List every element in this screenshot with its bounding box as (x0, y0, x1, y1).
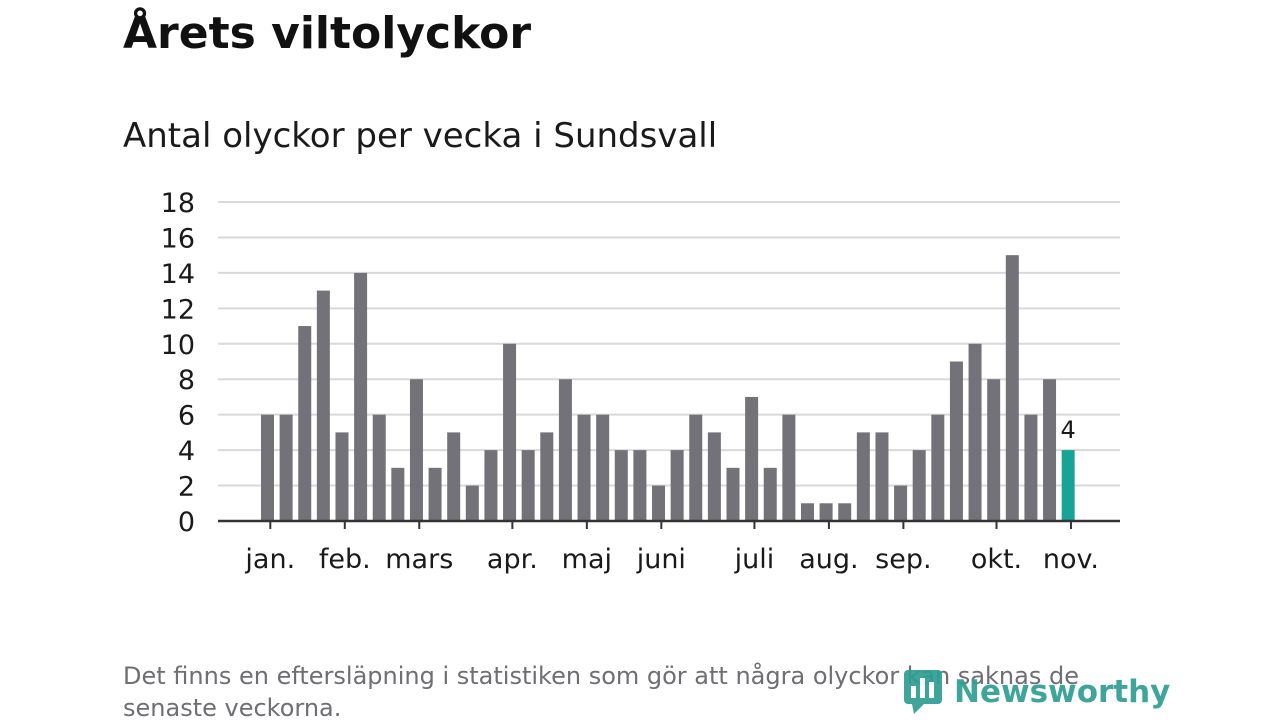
y-tick-label: 8 (178, 365, 195, 396)
bar (558, 379, 572, 521)
bar (652, 485, 666, 521)
gridlines (218, 201, 1120, 487)
chart-title: Årets viltolyckor (123, 8, 532, 59)
x-tick-label: juli (734, 544, 775, 575)
x-tick-label: maj (562, 544, 612, 575)
bar (391, 467, 405, 521)
bar (1005, 255, 1019, 521)
data-labels: 4 (1061, 416, 1076, 444)
bar (819, 503, 833, 521)
bar (503, 343, 517, 521)
chart-subtitle: Antal olyckor per vecka i Sundsvall (123, 116, 718, 156)
bar (949, 361, 963, 521)
bar (912, 450, 926, 521)
bar (521, 450, 535, 521)
bar (763, 467, 777, 521)
y-tick-label: 14 (161, 259, 195, 290)
x-tick-label: nov. (1043, 544, 1099, 575)
x-tick-label: aug. (799, 544, 858, 575)
data-label: 4 (1061, 416, 1076, 444)
bar (1043, 379, 1057, 521)
bar (745, 396, 759, 521)
bar (409, 379, 423, 521)
bar (316, 290, 330, 521)
bar (298, 326, 312, 521)
x-tick-label: juni (636, 544, 686, 575)
bar (968, 343, 982, 521)
y-tick-label: 12 (161, 294, 195, 325)
bar (1024, 414, 1038, 521)
bar (428, 467, 442, 521)
bars (261, 255, 1075, 521)
bar (372, 414, 386, 521)
x-tick-label: sep. (875, 544, 931, 575)
x-axis: jan. feb. mars apr. maj juni juli aug. sep. okt. n… (218, 519, 1120, 575)
y-tick-label: 2 (178, 472, 195, 503)
bar (875, 432, 889, 521)
y-tick-label: 16 (161, 223, 195, 254)
bar (614, 450, 628, 521)
x-tick-label: feb. (319, 544, 371, 575)
bar (670, 450, 684, 521)
x-tick-label: apr. (487, 544, 538, 575)
bar (540, 432, 554, 521)
bar (726, 467, 740, 521)
bar (800, 503, 814, 521)
bar (894, 485, 908, 521)
brand-logo: Newsworthy (902, 668, 1170, 716)
x-tick-label: mars (385, 544, 453, 575)
bar (707, 432, 721, 521)
bar (856, 432, 870, 521)
y-tick-label: 18 (161, 188, 195, 219)
y-tick-label: 6 (178, 401, 195, 432)
bar-chart: 0 2 4 6 8 10 12 14 16 18 4 jan. feb. mars apr. maj jun… (161, 188, 1120, 575)
y-tick-label: 10 (161, 330, 195, 361)
bar (261, 414, 274, 521)
bar (931, 414, 945, 521)
bar (335, 432, 349, 521)
y-axis-tick-labels: 0 2 4 6 8 10 12 14 16 18 (161, 188, 195, 538)
bar (596, 414, 610, 521)
bar (838, 503, 852, 521)
bar (987, 379, 1001, 521)
bar (279, 414, 293, 521)
bar (465, 485, 479, 521)
newsworthy-logo-icon (904, 670, 942, 714)
brand-name: Newsworthy (954, 674, 1171, 710)
bar (782, 414, 796, 521)
bar (1061, 450, 1075, 521)
bar (354, 272, 368, 521)
y-tick-label: 0 (178, 507, 195, 538)
bar (689, 414, 703, 521)
bar (484, 450, 498, 521)
bar (577, 414, 591, 521)
bar (633, 450, 647, 521)
x-tick-label: okt. (971, 544, 1022, 575)
x-tick-label: jan. (244, 544, 295, 575)
y-tick-label: 4 (178, 436, 195, 467)
bar (447, 432, 461, 521)
